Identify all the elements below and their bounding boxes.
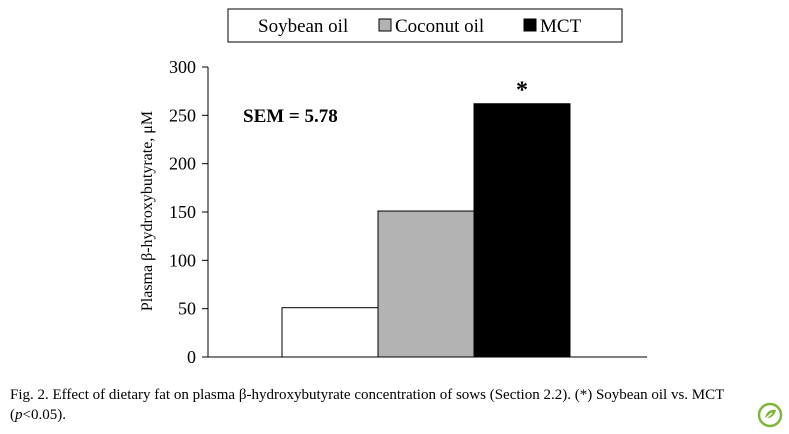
sem-annotation: SEM = 5.78 (243, 106, 338, 127)
bar-coconut-oil (377, 210, 475, 358)
y-tick-label: 250 (169, 105, 196, 125)
bar-soybean-oil (281, 307, 379, 358)
caption-text-end: <0.05). (22, 407, 66, 423)
y-tick-label: 200 (169, 154, 196, 174)
y-tick-label: 100 (169, 250, 196, 270)
bar-mct (473, 103, 571, 358)
y-tick-label: 0 (187, 347, 196, 367)
bar-chart: Soybean oil Coconut oil MCT Plasma β-hydro… (139, 8, 647, 367)
y-tick-label: 50 (178, 299, 196, 319)
legend-label-soybean-oil: Soybean oil (258, 16, 348, 37)
legend-swatch-mct (523, 18, 537, 32)
leaf-badge-icon (757, 402, 783, 428)
caption-p-symbol: p (15, 407, 23, 423)
y-tick-label: 150 (169, 202, 196, 222)
legend-swatch-coconut-oil (378, 18, 392, 32)
caption-text: Fig. 2. Effect of dietary fat on plasma … (10, 387, 725, 423)
y-axis-label: Plasma β-hydroxybutyrate, μM (139, 111, 156, 311)
legend-label-mct: MCT (540, 16, 582, 37)
y-tick-label: 300 (169, 57, 196, 77)
legend: Soybean oil Coconut oil MCT (227, 8, 623, 43)
legend-label-coconut-oil: Coconut oil (395, 16, 484, 37)
legend-box (227, 8, 623, 43)
figure-caption: Fig. 2. Effect of dietary fat on plasma … (10, 385, 780, 425)
significance-marker: * (516, 78, 528, 104)
